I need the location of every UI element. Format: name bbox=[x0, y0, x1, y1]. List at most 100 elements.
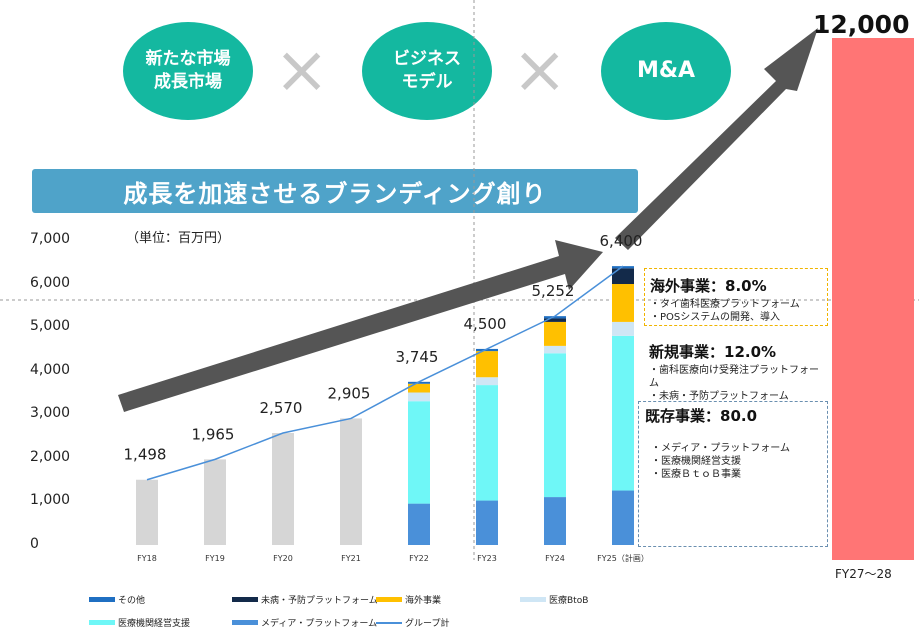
bar-segment bbox=[544, 345, 566, 354]
bar-segment bbox=[544, 497, 566, 545]
legend-swatch bbox=[232, 597, 258, 602]
growth-arrow-short bbox=[118, 240, 603, 412]
new-business-item: ・歯科医療向け受発注プラットフォーム bbox=[649, 365, 819, 389]
target-bar bbox=[832, 38, 914, 560]
bar-total bbox=[340, 418, 362, 545]
data-label: 2,905 bbox=[328, 384, 371, 402]
legend-label: 医療BtoB bbox=[549, 596, 589, 606]
bar-total bbox=[204, 459, 226, 545]
bar-segment bbox=[476, 377, 498, 386]
circle-business-model-label: ビジネス モデル bbox=[393, 49, 461, 92]
legend-swatch bbox=[89, 597, 115, 602]
data-label: 3,745 bbox=[396, 348, 439, 366]
bar-segment bbox=[544, 353, 566, 498]
x-tick-label: FY18 bbox=[137, 554, 157, 563]
legend-swatch bbox=[89, 620, 115, 625]
x-tick-label: FY24 bbox=[545, 554, 565, 563]
bar-segment bbox=[408, 503, 430, 545]
bar-segment bbox=[544, 321, 566, 346]
legend-label: 海外事業 bbox=[405, 596, 442, 606]
legend-line bbox=[376, 621, 402, 624]
legend-swatch bbox=[232, 620, 258, 625]
legend-item-btob: 医療BtoB bbox=[520, 593, 588, 606]
x-tick-label: FY21 bbox=[341, 554, 361, 563]
data-label: 1,965 bbox=[192, 425, 235, 443]
y-tick-label: 7,000 bbox=[30, 231, 71, 247]
x-tick-label: FY25（計画） bbox=[597, 553, 649, 563]
bar-segment bbox=[612, 268, 634, 285]
bar-total bbox=[136, 479, 158, 545]
y-tick-label: 5,000 bbox=[30, 318, 71, 335]
legend-label: メディア・プラットフォーム bbox=[261, 619, 378, 629]
bar-segment bbox=[544, 318, 566, 322]
legend-item-overseas: 海外事業 bbox=[376, 593, 441, 606]
bar-segment bbox=[408, 381, 430, 384]
y-tick-label: 4,000 bbox=[30, 361, 71, 378]
bar-segment bbox=[612, 490, 634, 545]
new-business-box-title: 新規事業：12.0% bbox=[649, 343, 777, 361]
bar-segment bbox=[408, 383, 430, 393]
legend-item-prevention: 未病・予防プラットフォーム bbox=[232, 593, 378, 606]
bar-total bbox=[272, 433, 294, 545]
legend-item-other: その他 bbox=[89, 593, 145, 606]
group-total-line bbox=[146, 265, 624, 481]
y-tick-label: 0 bbox=[30, 536, 39, 552]
legend-swatch bbox=[520, 597, 546, 602]
new-business-item: ・未病・予防プラットフォーム bbox=[649, 391, 789, 402]
growth-banner: 成長を加速させるブランディング創り bbox=[32, 169, 638, 213]
target-period-label: FY27～28 bbox=[835, 567, 892, 581]
existing-business-item: ・医療ＢｔｏＢ事業 bbox=[651, 469, 741, 480]
target-value-label: 12,000 bbox=[813, 10, 910, 39]
legend-label: その他 bbox=[118, 596, 146, 606]
legend-label: 医療機関経営支援 bbox=[118, 619, 191, 629]
times-symbol-1: × bbox=[274, 31, 330, 108]
overseas-item: ・タイ歯科医療プラットフォーム bbox=[650, 299, 800, 310]
bar-segment bbox=[612, 284, 634, 322]
overseas-box-title: 海外事業：8.0% bbox=[650, 277, 767, 295]
data-label: 5,252 bbox=[532, 282, 575, 300]
y-tick-label: 1,000 bbox=[30, 492, 71, 509]
existing-business-item: ・メディア・プラットフォーム bbox=[651, 443, 790, 454]
x-tick-label: FY23 bbox=[477, 554, 497, 563]
bar-segment bbox=[612, 266, 634, 269]
y-tick-label: 2,000 bbox=[30, 448, 71, 465]
unit-note: （単位：百万円） bbox=[126, 231, 231, 246]
overseas-item: ・POSシステムの開発、導入 bbox=[650, 312, 780, 323]
circle-new-market-label: 新たな市場 成長市場 bbox=[145, 49, 231, 92]
data-label: 1,498 bbox=[124, 446, 167, 464]
y-tick-label: 6,000 bbox=[30, 274, 71, 291]
legend-label: グループ計 bbox=[405, 619, 450, 629]
circle-ma-label: M&A bbox=[636, 58, 696, 84]
legend-swatch bbox=[376, 597, 402, 602]
growth-arrow-long bbox=[615, 28, 818, 250]
bar-segment bbox=[408, 401, 430, 504]
legend-label: 未病・予防プラットフォーム bbox=[261, 596, 378, 606]
x-tick-label: FY22 bbox=[409, 554, 429, 563]
legend-item-media: メディア・プラットフォーム bbox=[232, 616, 377, 629]
x-tick-label: FY20 bbox=[273, 554, 293, 563]
existing-business-box: 既存事業：80.0 ・メディア・プラットフォーム ・医療機関経営支援 ・医療Ｂｔ… bbox=[638, 401, 828, 547]
y-tick-label: 3,000 bbox=[30, 405, 71, 422]
bar-segment bbox=[612, 335, 634, 491]
times-symbol-2: × bbox=[512, 31, 568, 108]
bar-segment bbox=[476, 348, 498, 352]
circle-new-market: 新たな市場 成長市場 bbox=[123, 22, 253, 120]
bar-segment bbox=[408, 392, 430, 402]
data-label: 2,570 bbox=[260, 399, 303, 417]
new-business-box: 新規事業：12.0% ・歯科医療向け受発注プラットフォーム ・未病・予防プラット… bbox=[644, 339, 828, 402]
bar-segment bbox=[476, 500, 498, 545]
data-label: 4,500 bbox=[464, 315, 507, 333]
circle-business-model: ビジネス モデル bbox=[362, 22, 492, 120]
circle-ma: M&A bbox=[601, 22, 731, 120]
existing-business-box-title: 既存事業：80.0 bbox=[645, 407, 758, 425]
bar-segment bbox=[476, 351, 498, 378]
legend-item-clinic-support: 医療機関経営支援 bbox=[89, 616, 190, 629]
legend-item-group-total: グループ計 bbox=[376, 616, 449, 629]
bar-segment bbox=[544, 316, 566, 319]
bar-segment bbox=[476, 385, 498, 501]
existing-business-item: ・医療機関経営支援 bbox=[651, 456, 741, 467]
data-label: 6,400 bbox=[600, 232, 643, 250]
bar-segment bbox=[612, 321, 634, 336]
overseas-box: 海外事業：8.0% ・タイ歯科医療プラットフォーム ・POSシステムの開発、導入 bbox=[644, 268, 828, 326]
